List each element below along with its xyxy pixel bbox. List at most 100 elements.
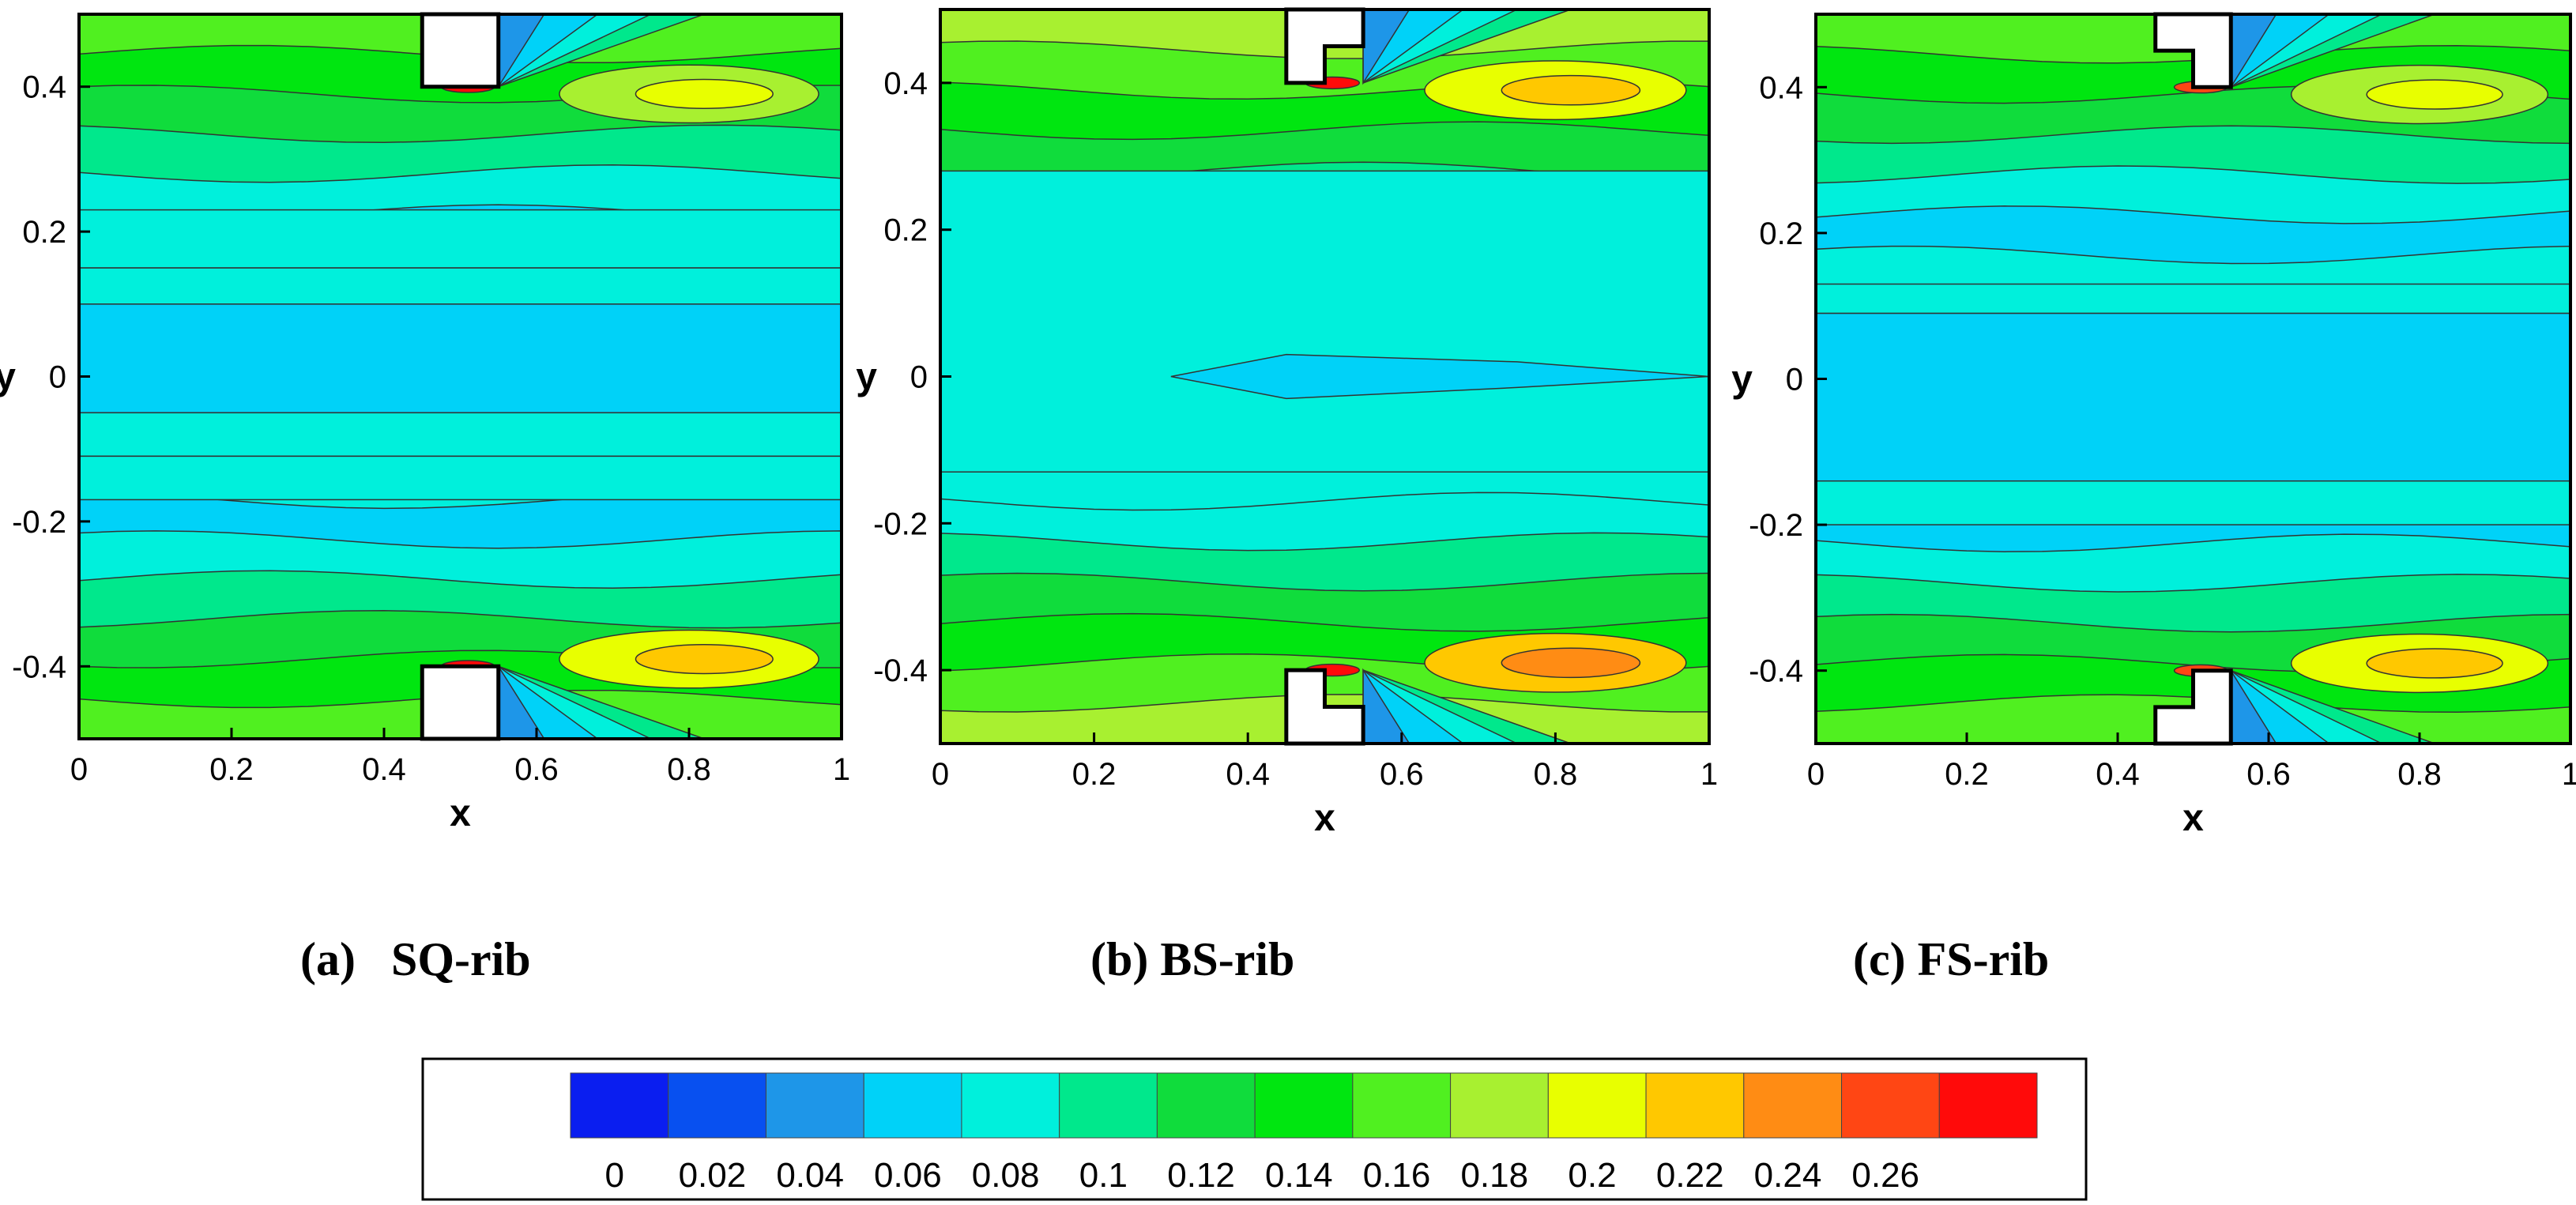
y-axis-label: y [0, 356, 16, 398]
y-tick-label: 0.4 [883, 66, 928, 101]
x-tick-label: 0.2 [1945, 757, 1989, 792]
colorbar-tick-label: 0.18 [1460, 1156, 1528, 1195]
y-axis-label: y [1731, 359, 1753, 401]
y-axis-label: y [856, 356, 877, 398]
x-axis-label: x [2182, 797, 2204, 839]
colorbar-swatch [1254, 1072, 1354, 1139]
colorbar-tick-label: 0.1 [1079, 1156, 1128, 1195]
panel-0: 0 0.2 0.4 0.6 0.8 1 -0.4 -0.2 0 0.2 0.4 x y [0, 12, 850, 834]
caption-c: (c) FS-rib [1853, 932, 2049, 987]
y-tick-label: -0.4 [12, 650, 66, 684]
contour-core [1816, 312, 2570, 482]
contour-core [1170, 353, 1709, 400]
colorbar-swatch [1059, 1072, 1158, 1139]
y-tick-label: -0.4 [1749, 654, 1803, 689]
x-tick-label: 0.6 [514, 752, 559, 787]
colorbar-tick-label: 0.02 [679, 1156, 747, 1195]
colorbar-tick-label: 0.06 [874, 1156, 942, 1195]
caption-b-label: (b) [1090, 933, 1149, 985]
x-axis-label: x [1314, 797, 1335, 839]
colorbar-tick-label: 0.04 [776, 1156, 844, 1195]
x-tick-label: 0.4 [362, 752, 406, 787]
x-tick-label: 1 [2562, 757, 2576, 792]
x-tick-label: 0.6 [1380, 757, 1424, 792]
caption-a: (a) SQ-rib [300, 932, 531, 987]
y-tick-label: 0.2 [883, 213, 928, 248]
colorbar-swatch [1547, 1072, 1647, 1139]
y-tick-label: -0.2 [1749, 508, 1803, 543]
x-tick-label: 0 [1807, 757, 1825, 792]
contour-core [79, 412, 842, 458]
contour-field-1 [940, 9, 1709, 744]
colorbar-swatch [1156, 1072, 1256, 1139]
x-tick-label: 1 [833, 752, 850, 787]
colorbar-swatch [1841, 1072, 1940, 1139]
contour-hotspot-core [1501, 74, 1641, 106]
y-tick-label: 0.4 [22, 70, 66, 105]
contour-core [1816, 480, 2570, 525]
x-tick-label: 0.2 [209, 752, 254, 787]
colorbar-swatch [1352, 1072, 1452, 1139]
x-tick-label: 0 [932, 757, 949, 792]
x-tick-label: 1 [1700, 757, 1718, 792]
contour-core [1816, 283, 2570, 314]
x-tick-label: 0.8 [667, 752, 711, 787]
caption-a-label: (a) [300, 933, 356, 985]
rib-bottom [420, 664, 501, 741]
x-tick-label: 0.8 [2397, 757, 2442, 792]
y-tick-label: -0.4 [873, 653, 928, 688]
caption-a-name: SQ-rib [390, 933, 531, 985]
colorbar-tick-label: 0.26 [1851, 1156, 1919, 1195]
contour-core [79, 209, 842, 269]
colorbar: 0 0.02 0.04 0.06 0.08 0.1 0.12 0.14 0.16 0.18 0.2 0… [421, 1057, 2088, 1201]
colorbar-swatch [961, 1072, 1060, 1139]
panel-1: 0 0.2 0.4 0.6 0.8 1 -0.4 -0.2 0 0.2 0.4 x y [856, 7, 1718, 839]
x-tick-label: 0 [70, 752, 88, 787]
y-tick-label: 0.4 [1759, 70, 1803, 105]
colorbar-swatch [1938, 1072, 2038, 1139]
contour-core [79, 303, 842, 414]
x-tick-label: 0.4 [1226, 757, 1270, 792]
colorbar-swatch [570, 1072, 669, 1139]
colorbar-tick-label: 0.2 [1568, 1156, 1616, 1195]
contour-hotspot-core [1501, 647, 1641, 679]
colorbar-swatch [1450, 1072, 1549, 1139]
y-tick-label: 0 [910, 360, 928, 395]
caption-b: (b) BS-rib [1090, 932, 1294, 987]
colorbar-swatch [1743, 1072, 1843, 1139]
colorbar-tick-label: 0 [604, 1156, 623, 1195]
contour-core [79, 455, 842, 501]
caption-c-name: FS-rib [1917, 933, 2050, 985]
colorbar-swatch [668, 1072, 766, 1139]
contour-hotspot-core [635, 644, 774, 675]
colorbar-tick-label: 0.22 [1656, 1156, 1724, 1195]
caption-b-name: BS-rib [1160, 933, 1295, 985]
y-tick-label: 0.2 [1759, 217, 1803, 251]
colorbar-tick-label: 0.24 [1754, 1156, 1822, 1195]
y-tick-label: 0 [1786, 363, 1803, 397]
colorbar-swatch [1645, 1072, 1745, 1139]
y-tick-label: -0.2 [12, 505, 66, 540]
contour-core [940, 170, 1709, 473]
colorbar-tick-label: 0.12 [1167, 1156, 1235, 1195]
x-tick-label: 0.2 [1072, 757, 1117, 792]
rib-top [420, 12, 501, 89]
colorbar-tick-label: 0.14 [1265, 1156, 1333, 1195]
y-tick-label: -0.2 [873, 506, 928, 541]
panel-2: 0 0.2 0.4 0.6 0.8 1 -0.4 -0.2 0 0.2 0.4 x y [1731, 12, 2576, 839]
contour-core [79, 267, 842, 305]
colorbar-tick-label: 0.16 [1363, 1156, 1431, 1195]
x-tick-label: 0.6 [2246, 757, 2291, 792]
x-axis-label: x [450, 793, 471, 834]
contour-hotspot-core [2366, 79, 2503, 110]
caption-c-label: (c) [1853, 933, 1906, 985]
y-tick-label: 0 [49, 360, 66, 395]
colorbar-swatch [765, 1072, 864, 1139]
contour-hotspot-core [635, 78, 774, 109]
colorbar-swatch [863, 1072, 962, 1139]
y-tick-label: 0.2 [22, 215, 66, 250]
x-tick-label: 0.8 [1534, 757, 1578, 792]
x-tick-label: 0.4 [2096, 757, 2140, 792]
contour-field-0 [79, 14, 842, 739]
